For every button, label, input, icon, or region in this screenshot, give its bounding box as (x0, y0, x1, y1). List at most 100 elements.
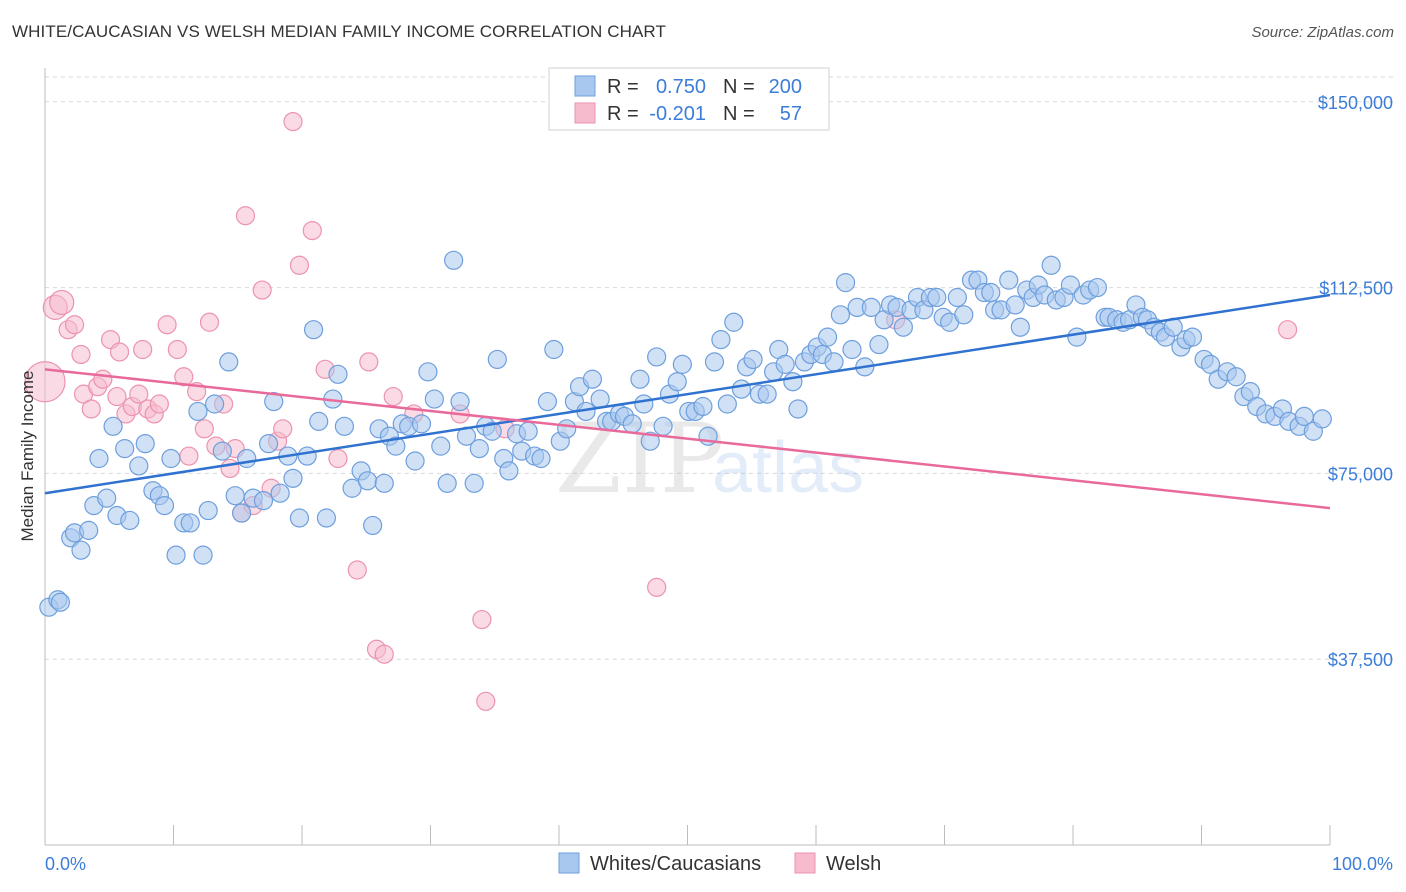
blue-point-22 (180, 513, 200, 533)
blue-point-78 (537, 391, 558, 412)
blue-point-129 (861, 297, 881, 317)
blue-point-75 (518, 421, 538, 441)
legend-n-value-2: 57 (780, 103, 802, 125)
blue-point-59 (418, 362, 438, 382)
legend-n-value-1: 200 (769, 76, 802, 98)
pink-point-38 (283, 111, 303, 132)
blue-point-98 (667, 372, 687, 392)
pink-point-55 (1277, 320, 1298, 340)
blue-point-58 (411, 414, 432, 434)
blue-point-12 (115, 439, 135, 459)
blue-point-179 (1182, 327, 1203, 347)
y-tick-label-1: $75,000 (1328, 464, 1393, 484)
pink-point-44 (359, 352, 379, 372)
blue-point-40 (297, 446, 317, 466)
blue-point-69 (482, 421, 502, 441)
blue-point-96 (653, 416, 673, 436)
stats-legend-box (548, 67, 830, 131)
blue-point-123 (824, 352, 844, 372)
x-tick-labels: 0.0% 100.0% (45, 854, 1393, 874)
legend-item-welsh-swatch (794, 852, 816, 874)
blue-point-143 (954, 305, 974, 325)
pink-point-7 (81, 399, 101, 419)
pink-point-50 (472, 609, 492, 630)
trendline-whites (44, 293, 1331, 495)
pink-point-23 (179, 446, 199, 466)
pink-point-26 (199, 312, 220, 332)
pink-point-21 (167, 339, 187, 360)
blue-point-147 (981, 282, 1001, 303)
y-tick-labels: $37,500 $75,000 $112,500 $150,000 (1318, 93, 1393, 670)
legend-item-whites-swatch (558, 852, 580, 874)
y-tick-label-3: $150,000 (1318, 93, 1393, 113)
y-tick-label-2: $112,500 (1319, 279, 1393, 299)
blue-point-115 (775, 354, 795, 374)
chart-title: WHITE/CAUCASIAN VS WELSH MEDIAN FAMILY I… (12, 22, 666, 41)
blue-point-150 (999, 270, 1019, 290)
legend-r-label-1: R = (607, 76, 639, 98)
trendlines (44, 293, 1331, 510)
blue-point-116 (783, 372, 803, 392)
legend-item-whites: Whites/Caucasians (590, 853, 761, 875)
blue-point-31 (237, 448, 257, 469)
blue-point-47 (342, 478, 362, 498)
blue-point-2 (50, 592, 71, 612)
blue-point-157 (1041, 255, 1061, 275)
blue-point-18 (154, 495, 175, 516)
legend-swatch-blue (574, 75, 596, 97)
source-credit: Source: ZipAtlas.com (1251, 24, 1394, 41)
blue-point-54 (386, 436, 406, 456)
blue-point-161 (1067, 327, 1087, 347)
stats-legend: R = 0.750 N = 200 R = -0.201 N = 57 (548, 67, 830, 131)
blue-point-26 (205, 394, 225, 414)
blue-point-79 (544, 339, 564, 360)
blue-point-14 (129, 456, 149, 476)
blue-point-28 (219, 352, 239, 372)
blue-point-38 (283, 468, 303, 488)
blue-point-15 (135, 434, 155, 454)
blue-point-63 (444, 250, 464, 270)
blue-point-61 (431, 436, 451, 456)
legend-r-value-2: -0.201 (649, 103, 706, 125)
blue-point-35 (264, 391, 284, 412)
blue-point-94 (640, 431, 660, 451)
blue-point-8 (89, 448, 109, 469)
blue-point-77 (531, 448, 551, 469)
blue-point-41 (303, 320, 324, 340)
blue-point-110 (743, 349, 763, 370)
trendline-welsh (44, 368, 1331, 510)
blue-point-25 (198, 500, 218, 521)
pink-point-4 (64, 315, 85, 335)
blue-point-49 (357, 471, 378, 491)
blue-point-20 (166, 545, 186, 565)
blue-point-24 (193, 545, 213, 565)
blue-point-6 (79, 520, 99, 540)
blue-point-91 (622, 414, 642, 434)
blue-point-92 (630, 369, 650, 389)
blue-point-70 (487, 349, 507, 370)
blue-point-195 (1312, 409, 1332, 429)
x-tick-label-0: 0.0% (45, 854, 86, 874)
watermark-atlas: atlas (712, 428, 864, 508)
pink-point-2 (49, 289, 75, 316)
blue-point-85 (582, 369, 603, 389)
blue-point-62 (437, 473, 457, 493)
pink-point-34 (252, 280, 272, 300)
blue-point-9 (97, 488, 117, 508)
blue-point-130 (869, 334, 889, 355)
pink-point-11 (107, 386, 127, 407)
pink-point-47 (383, 386, 403, 407)
blue-point-106 (717, 394, 737, 414)
blue-point-36 (270, 483, 290, 503)
blue-point-152 (1010, 317, 1030, 337)
legend-swatch-pink (574, 102, 596, 124)
blue-point-66 (464, 473, 484, 493)
blue-point-13 (120, 510, 140, 531)
blue-point-125 (835, 273, 856, 293)
legend-n-label-1: N = (723, 76, 755, 98)
blue-point-160 (1060, 275, 1081, 295)
legend-r-label-2: R = (607, 103, 639, 125)
blue-point-142 (947, 287, 967, 308)
blue-point-57 (405, 451, 425, 471)
blue-point-72 (499, 461, 519, 481)
